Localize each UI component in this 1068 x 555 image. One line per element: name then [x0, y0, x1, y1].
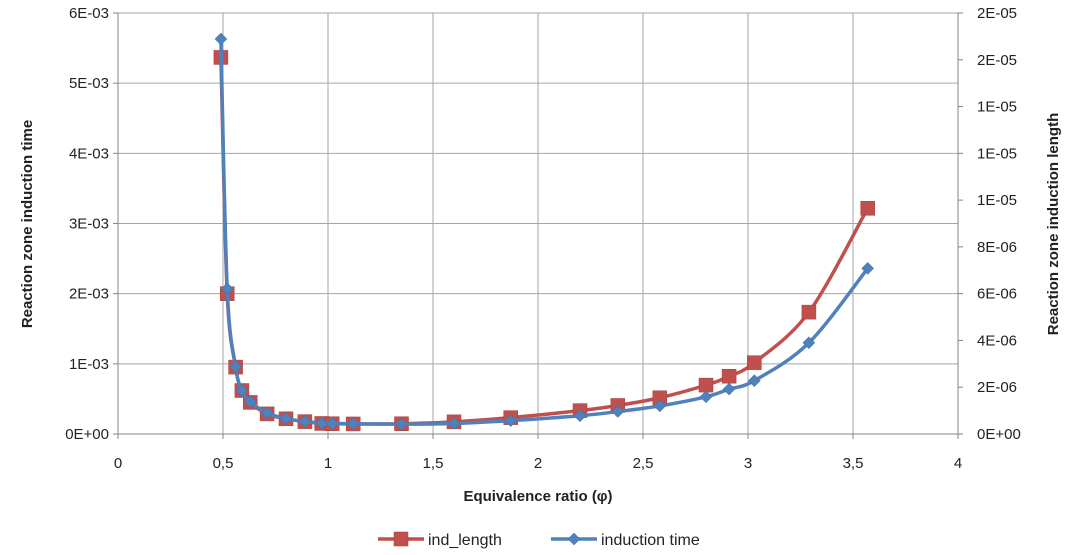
axes [113, 12, 963, 439]
data-point [447, 417, 461, 430]
data-point [611, 405, 625, 418]
x-tick-label: 2,5 [633, 455, 654, 472]
data-point [395, 417, 408, 431]
y-right-tick-labels: 0E+00 2E-06 4E-06 6E-06 8E-06 1E-05 1E-05 1E-05… [977, 5, 1021, 443]
x-tick-label: 0 [114, 455, 122, 472]
y-left-tick-label: 0E+00 [65, 426, 109, 443]
grid [117, 12, 959, 435]
y-right-axis-title: Reaction zone induction length [1045, 113, 1062, 336]
data-point [747, 374, 761, 388]
data-point [325, 417, 339, 430]
x-tick-label: 1,5 [423, 455, 444, 472]
data-point [298, 415, 312, 428]
legend-label: induction time [601, 532, 700, 549]
x-tick-labels: 0 0,5 1 1,5 2 2,5 3 3,5 4 [114, 455, 962, 472]
data-point [747, 355, 762, 370]
data-point [860, 201, 875, 216]
legend-item: induction time [551, 532, 700, 549]
y-left-tick-label: 6E-03 [69, 5, 109, 22]
data-point [653, 399, 667, 413]
y-left-tick-labels: 0E+00 1E-03 2E-03 3E-03 4E-03 5E-03 6E-03 [65, 5, 109, 443]
y-left-tick-label: 3E-03 [69, 216, 109, 233]
series-line [219, 57, 870, 426]
y-right-tick-label: 1E-05 [977, 192, 1017, 209]
y-right-tick-label: 0E+00 [977, 426, 1021, 443]
series-layer [213, 32, 875, 432]
legend: ind_length induction time [378, 531, 700, 549]
data-point [229, 360, 242, 373]
data-point [235, 384, 249, 397]
x-tick-label: 4 [954, 455, 962, 472]
y-right-tick-label: 6E-06 [977, 286, 1017, 303]
y-left-tick-label: 2E-03 [69, 286, 109, 303]
legend-label: ind_length [428, 532, 502, 549]
legend-item: ind_length [378, 531, 502, 549]
y-left-tick-label: 1E-03 [69, 356, 109, 373]
data-point [315, 416, 329, 430]
data-point [279, 412, 293, 425]
data-point [260, 406, 274, 420]
data-point [243, 395, 257, 409]
y-right-tick-label: 1E-05 [977, 145, 1017, 162]
x-tick-label: 3,5 [843, 455, 864, 472]
legend-swatch-marker [393, 531, 409, 547]
data-point [699, 390, 713, 404]
x-axis-title: Equivalence ratio (φ) [463, 488, 612, 505]
series-line [219, 38, 870, 426]
data-point [801, 304, 817, 320]
x-tick-label: 2 [534, 455, 542, 472]
series-ind-length [213, 50, 875, 432]
y-right-tick-label: 8E-06 [977, 239, 1017, 256]
y-right-tick-label: 4E-06 [977, 332, 1017, 349]
data-point [721, 368, 737, 384]
data-point [504, 414, 518, 428]
y-right-tick-label: 2E-06 [977, 379, 1017, 396]
y-right-tick-label: 1E-05 [977, 99, 1017, 116]
data-point [220, 282, 234, 296]
y-right-tick-label: 2E-05 [977, 5, 1017, 22]
x-tick-label: 0,5 [213, 455, 234, 472]
data-point [802, 336, 816, 350]
series-induction-time [214, 32, 875, 431]
data-point [722, 382, 736, 396]
data-point [346, 417, 360, 431]
data-point [214, 32, 228, 46]
data-point [573, 409, 587, 423]
x-tick-label: 1 [324, 455, 332, 472]
y-left-tick-label: 5E-03 [69, 75, 109, 92]
x-tick-label: 3 [744, 455, 752, 472]
y-right-tick-label: 2E-05 [977, 52, 1017, 69]
data-point [698, 377, 714, 393]
legend-swatch-marker [567, 532, 581, 546]
y-left-axis-title: Reaction zone induction time [19, 120, 36, 328]
y-left-tick-label: 4E-03 [69, 145, 109, 162]
data-point [861, 262, 875, 275]
